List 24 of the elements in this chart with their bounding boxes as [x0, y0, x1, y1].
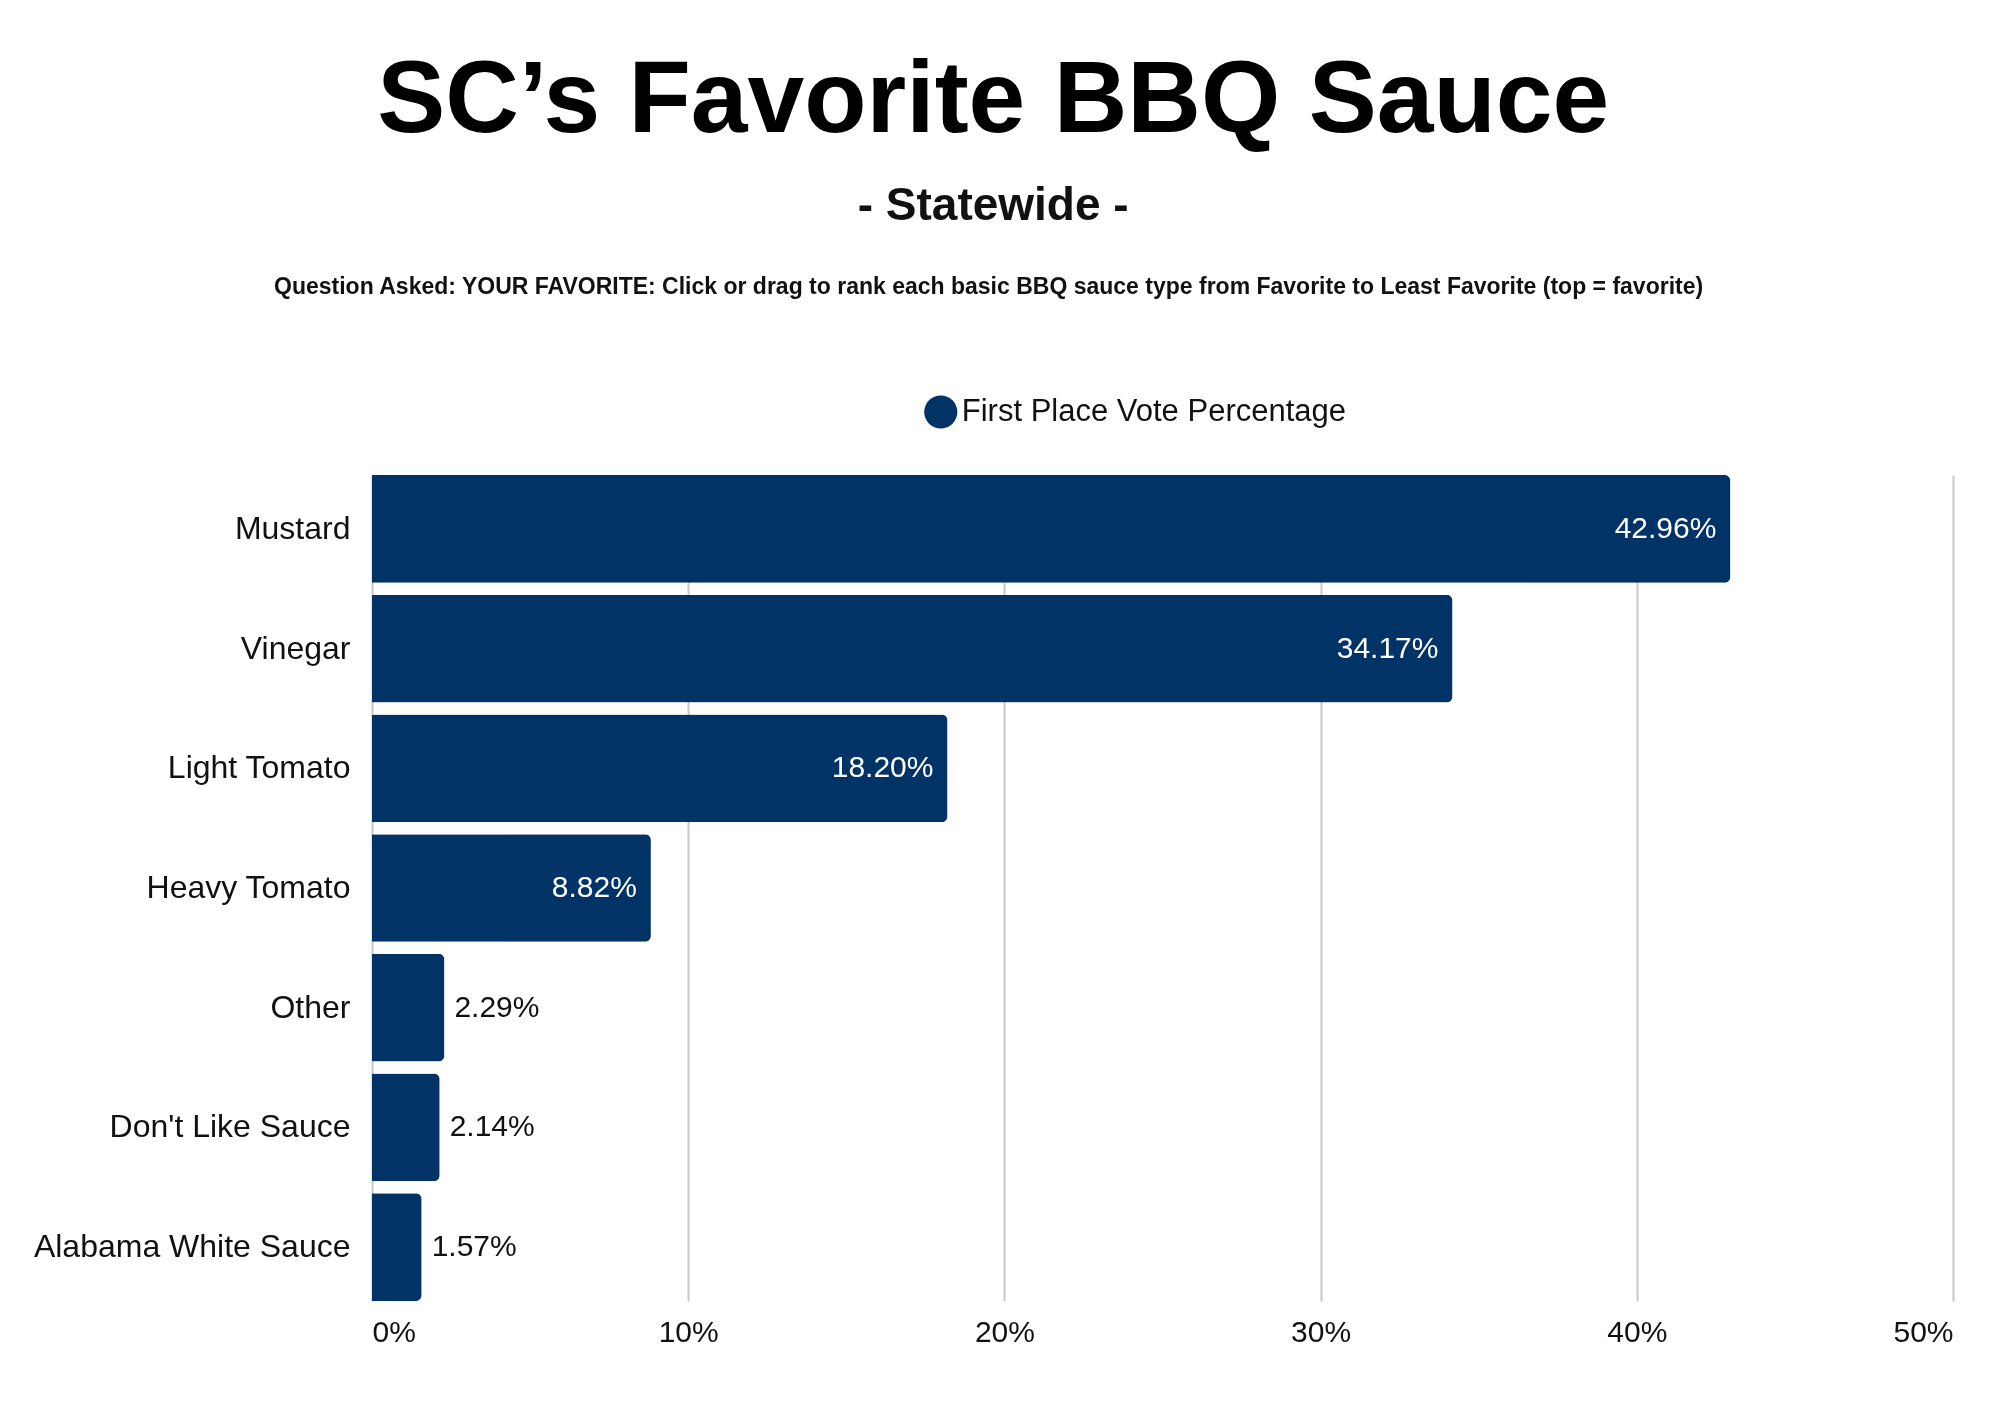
y-tick-label: Light Tomato: [167, 749, 351, 786]
y-tick-label: Don't Like Sauce: [109, 1108, 351, 1145]
data-label: 2.29%: [454, 989, 540, 1023]
data-label: 34.17%: [1336, 630, 1439, 664]
data-label: 1.57%: [431, 1229, 517, 1263]
x-tick-label: 10%: [658, 1314, 719, 1348]
text: Question Asked: YOUR FAVORITE: Click or drag to rank each basic BBQ sauce type from Favorite to Least Favorite (top = favorite): [274, 273, 1704, 299]
chart-subtitle: - Statewide -: [857, 178, 1129, 230]
y-tick-label: Mustard: [234, 509, 351, 546]
y-tick-label: Alabama White Sauce: [33, 1228, 351, 1265]
x-tick-label: 40%: [1607, 1314, 1668, 1348]
y-tick-label: Heavy Tomato: [146, 869, 351, 905]
data-label: 42.96%: [1614, 510, 1717, 544]
x-tick-label: 30%: [1291, 1314, 1352, 1348]
data-label: 18.20%: [831, 750, 934, 784]
x-tick-label: 0%: [372, 1314, 416, 1348]
x-tick-label: 20%: [974, 1314, 1035, 1348]
y-tick-label: Other: [270, 988, 351, 1025]
legend-label: First Place Vote Percentage: [961, 393, 1347, 428]
data-label: 8.82%: [551, 870, 637, 903]
data-label: 2.14%: [449, 1109, 535, 1143]
chart-title: SC’s Favorite BBQ Sauce: [377, 40, 1610, 154]
y-tick-label: Vinegar: [240, 629, 351, 666]
x-tick-label: 50%: [1893, 1314, 1954, 1348]
